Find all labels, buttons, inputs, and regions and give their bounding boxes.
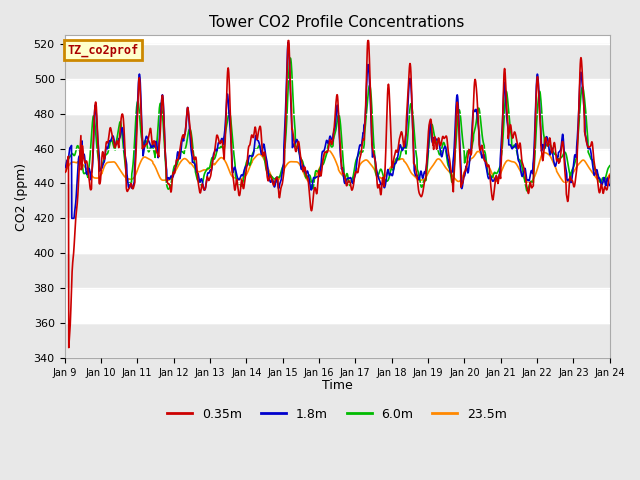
Bar xyxy=(65,288,610,323)
Text: TZ_co2prof: TZ_co2prof xyxy=(67,43,138,57)
Bar xyxy=(65,44,610,79)
Bar xyxy=(65,183,610,218)
Y-axis label: CO2 (ppm): CO2 (ppm) xyxy=(15,163,28,230)
Bar xyxy=(65,149,610,183)
X-axis label: Time: Time xyxy=(322,379,353,392)
Bar xyxy=(65,218,610,253)
Bar xyxy=(65,79,610,114)
Bar xyxy=(65,323,610,358)
Legend: 0.35m, 1.8m, 6.0m, 23.5m: 0.35m, 1.8m, 6.0m, 23.5m xyxy=(162,403,512,426)
Title: Tower CO2 Profile Concentrations: Tower CO2 Profile Concentrations xyxy=(209,15,465,30)
Bar xyxy=(65,114,610,149)
Bar xyxy=(65,253,610,288)
